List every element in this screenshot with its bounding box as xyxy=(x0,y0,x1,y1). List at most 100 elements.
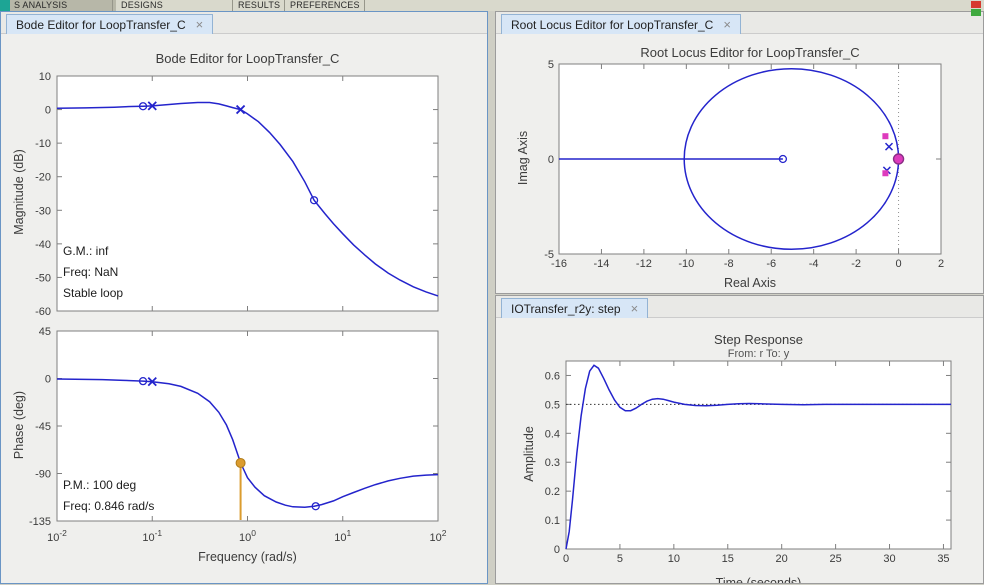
tick-label: -12 xyxy=(636,258,652,270)
tick-label: 25 xyxy=(829,553,841,565)
close-icon[interactable]: × xyxy=(195,17,204,32)
gain-margin-text: G.M.: inf Freq: NaN Stable loop xyxy=(63,244,124,300)
tick-label: 0 xyxy=(45,105,51,117)
tick-label: 0.2 xyxy=(545,486,560,498)
tick-label: 0 xyxy=(45,374,51,386)
zero-marker[interactable] xyxy=(311,502,320,511)
tab-label: IOTransfer_r2y: step xyxy=(511,301,621,316)
bode-editor-panel: Bode Editor for LoopTransfer_C × Bode Ed… xyxy=(0,11,488,584)
bode-tabstrip: Bode Editor for LoopTransfer_C × xyxy=(1,12,487,34)
magnitude-curve[interactable] xyxy=(56,101,439,297)
tick-label: -50 xyxy=(35,272,51,284)
tab-root-locus-editor[interactable]: Root Locus Editor for LoopTransfer_C × xyxy=(501,14,741,34)
step-response-svg[interactable]: 0 0.1 0.2 0.3 0.4 0.5 0.6 0 5 10 15 20 25 30 35 xyxy=(496,318,983,583)
tick-label: -14 xyxy=(593,258,609,270)
ribbon-separator xyxy=(284,0,285,11)
tick-label: 0.1 xyxy=(545,515,560,527)
zero-marker[interactable] xyxy=(138,102,148,111)
tick-label: 10-2 xyxy=(47,528,67,544)
tick-label: 0 xyxy=(554,544,560,556)
ribbon-tab-designs[interactable]: DESIGNS xyxy=(121,0,163,10)
tick-label: -135 xyxy=(29,516,51,528)
tick-label: 30 xyxy=(883,553,895,565)
tick-label: 100 xyxy=(239,528,256,544)
root-locus-content[interactable]: Root Locus Editor for LoopTransfer_C Ima… xyxy=(496,34,983,293)
tab-bode-editor[interactable]: Bode Editor for LoopTransfer_C × xyxy=(6,14,214,34)
pole-marker[interactable] xyxy=(884,142,894,151)
closed-loop-pole-marker[interactable] xyxy=(882,170,889,177)
ribbon-tab-preferences[interactable]: PREFERENCES xyxy=(290,0,360,10)
tick-label: -90 xyxy=(35,469,51,481)
tick-label: -45 xyxy=(35,421,51,433)
ribbon-separator xyxy=(364,0,365,11)
tick-label: -10 xyxy=(678,258,694,270)
tick-label: -60 xyxy=(35,306,51,318)
zero-marker[interactable] xyxy=(138,376,148,386)
close-icon[interactable]: × xyxy=(630,301,639,316)
pole-marker[interactable] xyxy=(147,101,157,111)
root-locus-title: Root Locus Editor for LoopTransfer_C xyxy=(640,45,860,60)
tick-label: -2 xyxy=(851,258,861,270)
tick-label: -6 xyxy=(766,258,776,270)
phase-margin-text: P.M.: 100 deg Freq: 0.846 rad/s xyxy=(63,478,155,513)
tick-label: -10 xyxy=(35,138,51,150)
tab-iotransfer-step[interactable]: IOTransfer_r2y: step × xyxy=(501,298,649,318)
tick-label: -8 xyxy=(724,258,734,270)
tick-label: 102 xyxy=(430,528,447,544)
root-locus-svg[interactable]: -16 -14 -12 -10 -8 -6 -4 -2 0 2 5 0 -5 xyxy=(496,34,983,293)
tick-label: -5 xyxy=(544,249,554,261)
compensator-pole-marker[interactable] xyxy=(892,153,905,165)
window-badge-red xyxy=(971,1,981,8)
axes-box xyxy=(56,75,439,312)
pole-marker[interactable] xyxy=(235,104,246,115)
ribbon-separator xyxy=(112,0,113,11)
tick-label: 10 xyxy=(668,553,680,565)
tick-label: 0 xyxy=(895,258,901,270)
root-locus-axes[interactable]: -16 -14 -12 -10 -8 -6 -4 -2 0 2 5 0 -5 xyxy=(544,59,944,270)
tick-label: -40 xyxy=(35,239,51,251)
step-subtitle: From: r To: y xyxy=(727,348,790,360)
real-axis-label: Real Axis xyxy=(723,276,777,290)
axes-box xyxy=(565,360,952,550)
bode-title: Bode Editor for LoopTransfer_C xyxy=(155,51,340,66)
close-icon[interactable]: × xyxy=(723,17,731,32)
tick-label: -20 xyxy=(35,172,51,184)
step-tabstrip: IOTransfer_r2y: step × xyxy=(496,296,983,318)
ribbon-tabs: S ANALYSIS DESIGNS RESULTS PREFERENCES xyxy=(0,0,984,11)
tick-label: 10-1 xyxy=(142,528,162,544)
ribbon-tab-analysis[interactable]: S ANALYSIS xyxy=(14,0,68,10)
bode-editor-content[interactable]: Bode Editor for LoopTransfer_C Magnitude… xyxy=(1,34,487,583)
tick-label: 45 xyxy=(39,326,51,338)
tick-label: 0.6 xyxy=(545,370,560,382)
tick-label: -4 xyxy=(809,258,819,270)
tick-label: 0 xyxy=(563,553,569,565)
tab-label: Bode Editor for LoopTransfer_C xyxy=(16,17,186,32)
zero-marker[interactable] xyxy=(309,196,319,205)
tick-label: 15 xyxy=(722,553,734,565)
closed-loop-pole-marker[interactable] xyxy=(882,133,889,140)
time-axis-label: Time (seconds) xyxy=(715,576,802,583)
tick-label: 0.5 xyxy=(545,399,560,411)
ribbon-tab-results[interactable]: RESULTS xyxy=(238,0,281,10)
axes-box xyxy=(56,330,439,522)
tick-label: -16 xyxy=(551,258,567,270)
root-locus-editor-panel: Root Locus Editor for LoopTransfer_C × R… xyxy=(495,11,984,294)
tick-label: 0.3 xyxy=(545,457,560,469)
step-response-curve[interactable] xyxy=(565,364,951,550)
step-axes[interactable]: 0 0.1 0.2 0.3 0.4 0.5 0.6 0 5 10 15 20 25 30 35 xyxy=(545,360,952,565)
tick-label: 0 xyxy=(548,154,554,166)
tick-label: -30 xyxy=(35,205,51,217)
tab-label: Root Locus Editor for LoopTransfer_C xyxy=(511,17,714,32)
tick-label: 101 xyxy=(334,528,351,544)
phase-margin-marker[interactable] xyxy=(235,457,246,468)
magnitude-axes[interactable]: 10 0 -10 -20 -30 -40 -50 -60 xyxy=(35,71,439,318)
zero-marker[interactable] xyxy=(778,154,788,164)
ribbon-segment xyxy=(116,0,984,11)
ribbon-separator xyxy=(232,0,233,11)
pole-marker[interactable] xyxy=(147,377,157,387)
phase-curve[interactable] xyxy=(56,378,439,509)
tick-label: 10 xyxy=(39,71,51,83)
